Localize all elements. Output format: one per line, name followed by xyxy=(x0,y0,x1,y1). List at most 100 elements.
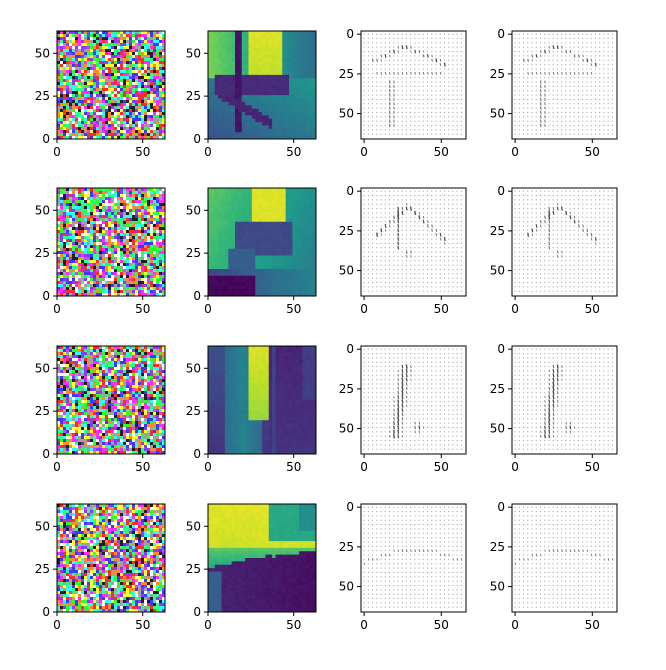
field-dot xyxy=(590,81,592,83)
noise-pixel xyxy=(126,133,130,137)
field-dot xyxy=(443,90,445,92)
field-dot xyxy=(582,33,584,35)
noise-pixel xyxy=(93,206,97,210)
noise-pixel xyxy=(156,287,160,291)
noise-pixel xyxy=(114,61,118,65)
noise-pixel xyxy=(141,287,145,291)
noise-pixel xyxy=(144,127,148,131)
depth-pixel xyxy=(292,54,297,59)
depth-pixel xyxy=(299,112,303,116)
noise-pixel xyxy=(69,31,73,35)
noise-pixel xyxy=(159,58,163,62)
field-dot xyxy=(556,42,558,44)
noise-pixel xyxy=(159,263,163,267)
noise-pixel xyxy=(75,112,79,116)
noise-pixel xyxy=(129,227,133,231)
noise-pixel xyxy=(132,79,136,83)
noise-pixel xyxy=(132,272,136,276)
field-dot xyxy=(531,98,533,100)
noise-pixel xyxy=(75,88,79,92)
field-dot xyxy=(611,33,613,35)
depth-pixel xyxy=(235,78,239,83)
depth-pixel xyxy=(211,71,216,76)
field-dot xyxy=(460,90,462,92)
noise-pixel xyxy=(123,227,127,231)
noise-pixel xyxy=(105,197,109,201)
noise-pixel xyxy=(78,248,82,252)
depth-pixel xyxy=(238,118,243,123)
field-dot xyxy=(410,77,412,79)
noise-pixel xyxy=(147,49,151,53)
field-dot xyxy=(607,103,609,105)
noise-pixel xyxy=(135,203,139,207)
noise-pixel xyxy=(87,85,91,89)
noise-pixel xyxy=(162,61,166,65)
noise-pixel xyxy=(123,52,127,56)
field-dot xyxy=(607,98,609,100)
depth-pixel xyxy=(278,68,283,72)
noise-pixel xyxy=(159,85,163,89)
noise-pixel xyxy=(129,236,133,240)
depth-pixel xyxy=(282,128,287,133)
depth-pixel xyxy=(235,122,239,126)
noise-pixel xyxy=(138,230,142,234)
depth-pixel xyxy=(255,115,260,120)
noise-pixel xyxy=(63,233,67,237)
noise-pixel xyxy=(153,85,157,89)
noise-pixel xyxy=(132,269,136,273)
field-dot xyxy=(418,90,420,92)
depth-pixel xyxy=(214,91,219,96)
noise-pixel xyxy=(126,55,130,59)
noise-pixel xyxy=(141,281,145,285)
noise-pixel xyxy=(129,275,133,279)
field-dot xyxy=(388,59,390,61)
depth-pixel xyxy=(289,191,293,196)
depth-pixel xyxy=(272,91,276,96)
noise-pixel xyxy=(147,91,151,95)
field-dot xyxy=(573,77,575,79)
noise-pixel xyxy=(60,109,64,113)
field-dot xyxy=(456,107,458,109)
noise-pixel xyxy=(63,103,67,107)
depth-pixel xyxy=(255,118,260,123)
field-dot xyxy=(607,125,609,127)
field-dot xyxy=(523,51,525,53)
noise-pixel xyxy=(78,272,82,276)
noise-pixel xyxy=(57,97,61,101)
noise-pixel xyxy=(153,263,157,267)
field-dot xyxy=(448,38,450,40)
noise-pixel xyxy=(66,293,70,297)
noise-pixel xyxy=(78,43,82,47)
field-arrow xyxy=(435,58,438,63)
depth-pixel xyxy=(262,78,266,83)
noise-pixel xyxy=(84,88,88,92)
depth-pixel xyxy=(285,85,290,89)
depth-pixel xyxy=(278,194,283,199)
field-dot xyxy=(460,85,462,87)
field-dot xyxy=(578,125,580,127)
field-dot xyxy=(452,64,454,66)
noise-pixel xyxy=(138,203,142,207)
field-dot xyxy=(552,85,554,87)
noise-pixel xyxy=(105,121,109,125)
noise-pixel xyxy=(72,136,76,140)
depth-pixel xyxy=(218,198,222,202)
depth-pixel xyxy=(285,47,290,52)
noise-pixel xyxy=(135,197,139,201)
noise-pixel xyxy=(87,43,91,47)
depth-pixel xyxy=(272,61,276,66)
noise-pixel xyxy=(96,227,100,231)
noise-pixel xyxy=(162,100,166,104)
noise-pixel xyxy=(60,257,64,261)
field-dot xyxy=(607,55,609,57)
noise-pixel xyxy=(132,34,136,38)
field-dot xyxy=(578,133,580,135)
noise-pixel xyxy=(108,230,112,234)
noise-pixel xyxy=(117,49,121,53)
noise-pixel xyxy=(78,34,82,38)
field-dot xyxy=(594,85,596,87)
field-arrow xyxy=(527,58,529,62)
field-dot xyxy=(410,120,412,122)
noise-pixel xyxy=(147,64,151,68)
